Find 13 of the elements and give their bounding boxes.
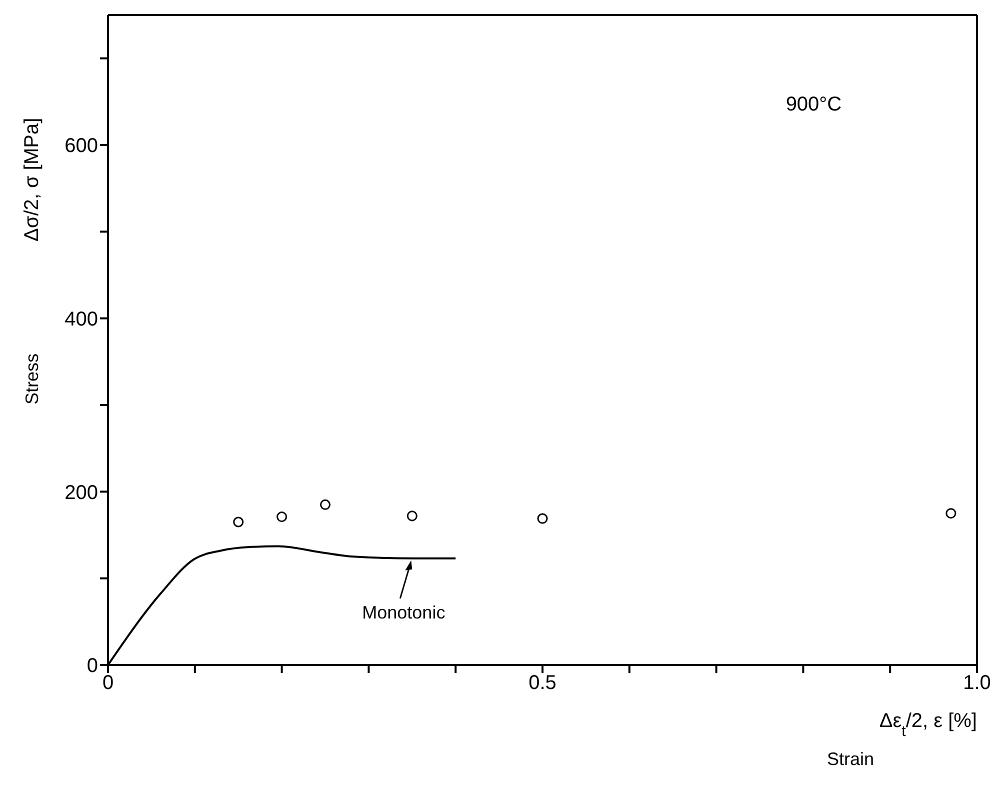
annotation: 900°C [786, 93, 842, 116]
x-tick-label: 1.0 [963, 672, 991, 694]
y-axis-title: Δσ/2, σ [MPa] [21, 118, 43, 242]
y-tick-label: 600 [64, 135, 98, 158]
y-tick-label: 400 [64, 308, 98, 330]
text: Stress [22, 353, 42, 405]
x-axis-title: Δε$_{t}$/2, ε [%] [879, 710, 977, 740]
y-tick-label: 0 [86, 655, 98, 678]
text: Strain [827, 749, 874, 769]
annotation: Monotonic [362, 602, 446, 622]
y-tick-label: 200 [64, 482, 98, 504]
x-tick-label: 0 [102, 672, 114, 694]
x-tick-label: 0.5 [528, 672, 556, 694]
